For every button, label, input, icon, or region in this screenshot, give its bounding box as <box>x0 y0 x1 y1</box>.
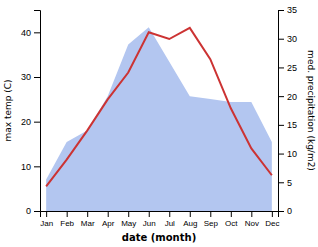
tick-label: Jun <box>143 219 156 228</box>
tick-label: 0 <box>26 206 31 216</box>
tick-mark <box>34 77 40 78</box>
tick-mark <box>278 182 284 183</box>
tick-label: Mar <box>81 219 95 228</box>
tick: Oct <box>225 211 238 228</box>
tick-label: Jul <box>165 219 175 228</box>
tick-mark <box>34 122 40 123</box>
tick-mark <box>108 211 109 217</box>
plot-area: Jan Feb Mar Apr May Jun Jul Aug Sep Oct Nov Dec 0 10 2… <box>21 5 297 227</box>
tick-label: 40 <box>21 28 31 38</box>
tick-mark <box>128 211 129 217</box>
tick-mark <box>87 211 88 217</box>
tick: Jul <box>165 211 175 228</box>
tick-label: 0 <box>287 206 292 216</box>
tick: Mar <box>81 211 95 228</box>
tick: May <box>121 211 136 228</box>
tick-mark <box>278 211 284 212</box>
tick-label: Nov <box>245 219 259 228</box>
tick: 10 <box>278 149 297 159</box>
tick: 10 <box>21 162 40 172</box>
tick: 20 <box>278 92 297 102</box>
tick-mark <box>278 67 284 68</box>
tick: Dec <box>265 211 279 228</box>
tick-mark <box>149 211 150 217</box>
tick: Nov <box>245 211 259 228</box>
tick-mark <box>278 39 284 40</box>
tick-mark <box>34 211 40 212</box>
tick: Jan <box>40 211 53 228</box>
tick-mark <box>34 166 40 167</box>
tick-label: 35 <box>287 5 297 15</box>
tick-label: Sep <box>204 219 219 228</box>
tick: 15 <box>278 120 297 130</box>
y2-axis-title: med. precipitation (kg/m2) <box>306 50 316 171</box>
axis-line <box>41 212 279 218</box>
tick-mark <box>169 211 170 217</box>
tick: 25 <box>278 63 297 73</box>
chart: Jan Feb Mar Apr May Jun Jul Aug Sep Oct Nov Dec 0 10 2… <box>0 0 318 247</box>
axis-line <box>279 11 285 212</box>
x-axis: Jan Feb Mar Apr May Jun Jul Aug Sep Oct Nov Dec <box>40 211 279 228</box>
tick-mark <box>251 211 252 217</box>
tick: Sep <box>204 211 219 228</box>
tick: 30 <box>21 72 40 82</box>
y-axis: 0 10 20 30 40 <box>21 11 41 217</box>
tick-mark <box>278 125 284 126</box>
tick-mark <box>210 211 211 217</box>
tick-label: 20 <box>287 92 297 102</box>
tick-label: Jan <box>40 219 53 228</box>
y-axis-title: max temp (C) <box>3 79 13 141</box>
tick-label: 10 <box>21 162 31 172</box>
tick: 35 <box>278 5 297 15</box>
tick-label: 30 <box>287 34 297 44</box>
tick-label: Aug <box>183 219 197 228</box>
tick-mark <box>34 32 40 33</box>
tick-label: Feb <box>60 219 74 228</box>
tick: Jun <box>143 211 156 228</box>
tick-mark <box>278 96 284 97</box>
tick: Aug <box>183 211 197 228</box>
marks <box>46 27 272 211</box>
y2-axis: 0 5 10 15 20 25 30 35 <box>278 5 297 216</box>
tick: 0 <box>26 206 40 216</box>
tick: Apr <box>102 211 115 228</box>
tick-label: Oct <box>225 219 238 228</box>
tick-label: Dec <box>265 219 279 228</box>
precipitation-area <box>46 27 272 211</box>
tick-mark <box>46 211 47 217</box>
tick: 30 <box>278 34 297 44</box>
tick-label: Apr <box>102 219 115 228</box>
tick-mark <box>278 10 284 11</box>
tick-label: 25 <box>287 63 297 73</box>
tick: 20 <box>21 117 40 127</box>
tick-label: May <box>121 219 136 228</box>
tick: Feb <box>60 211 74 228</box>
tick: 0 <box>278 206 292 216</box>
tick-label: 10 <box>287 149 297 159</box>
x-axis-title: date (month) <box>122 232 196 243</box>
tick-label: 15 <box>287 120 297 130</box>
axis-line <box>34 11 41 212</box>
tick: 40 <box>21 28 40 38</box>
tick-mark <box>190 211 191 217</box>
tick-mark <box>67 211 68 217</box>
tick-label: 5 <box>287 178 292 188</box>
tick-label: 30 <box>21 72 31 82</box>
tick-mark <box>231 211 232 217</box>
tick-mark <box>272 211 273 217</box>
temperature-line <box>46 28 272 187</box>
tick: 5 <box>278 178 292 188</box>
tick-label: 20 <box>21 117 31 127</box>
tick-mark <box>278 154 284 155</box>
